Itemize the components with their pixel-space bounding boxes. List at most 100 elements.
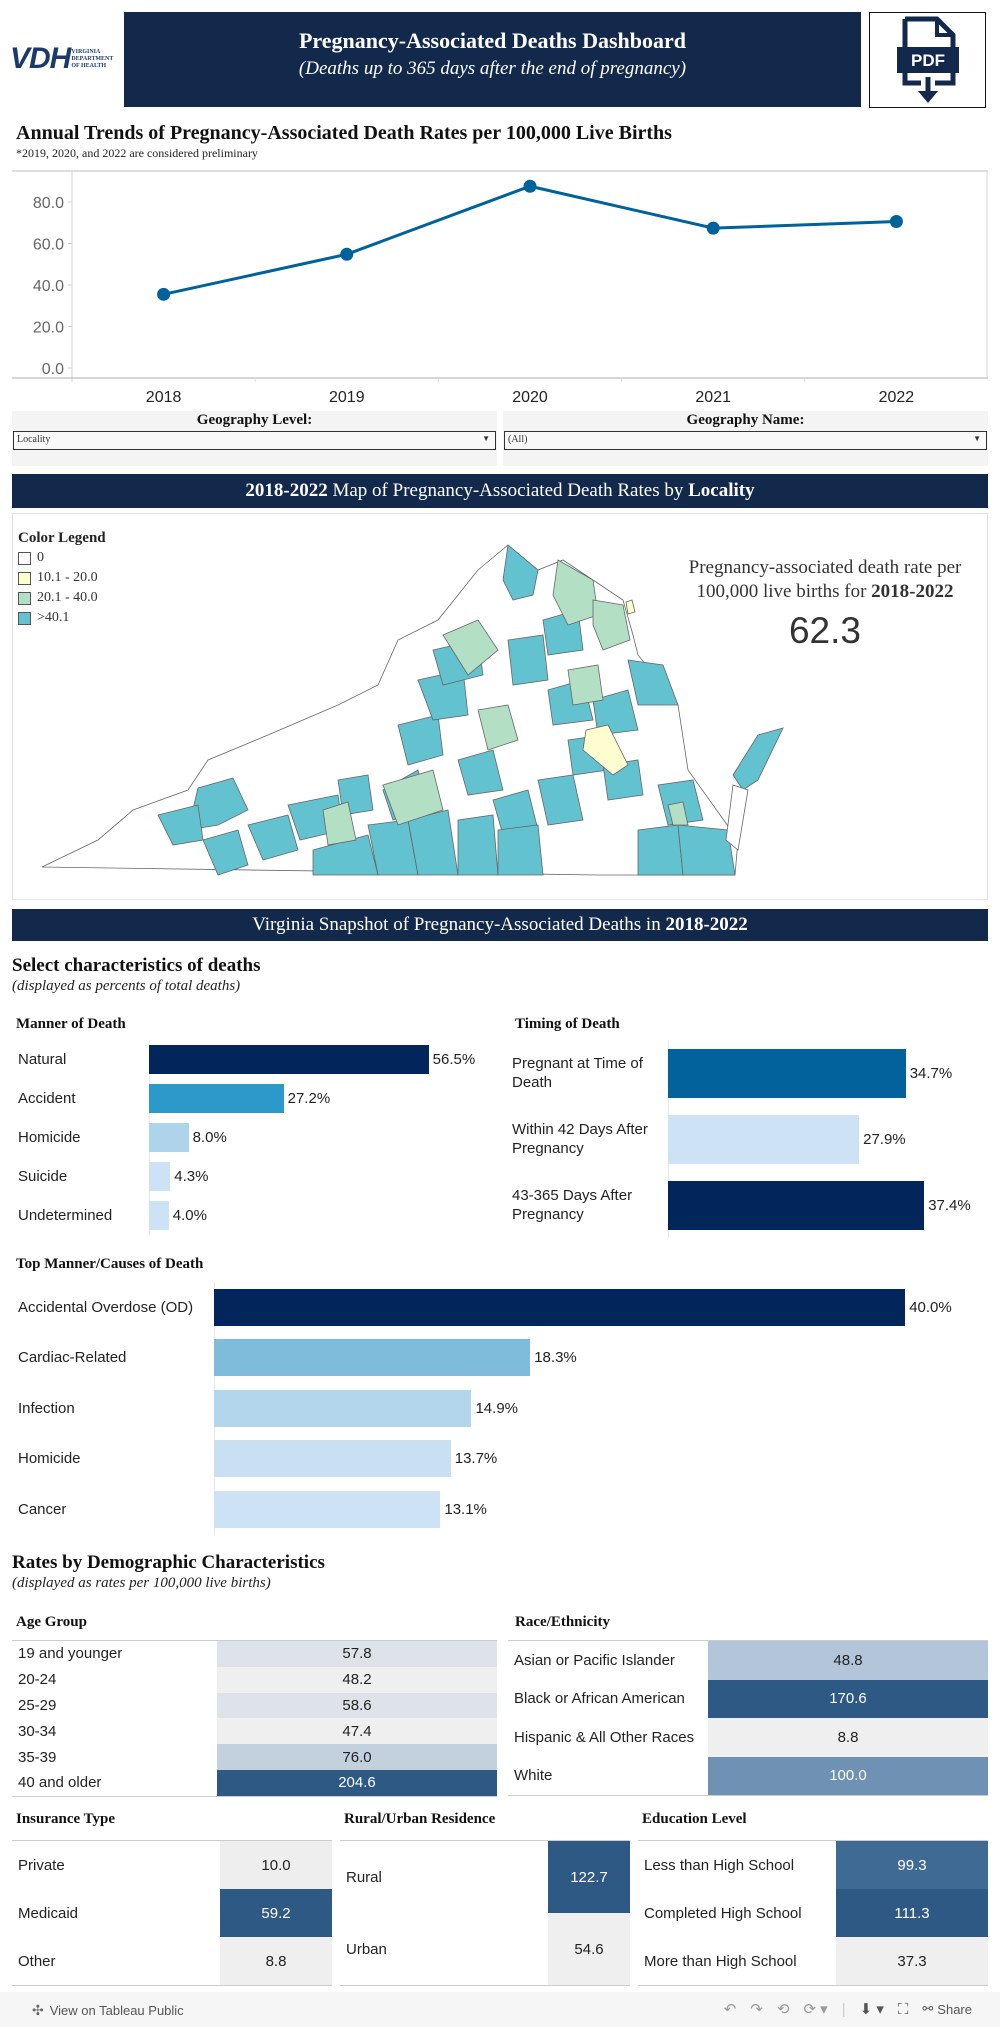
- statewide-rate-value: 62.3: [788, 610, 861, 651]
- share-button[interactable]: ⚯ Share: [922, 2001, 972, 2017]
- map-region[interactable]: [637, 824, 684, 876]
- bar-value-label: 13.7%: [454, 1450, 498, 1468]
- bar-category-label: Natural: [18, 1051, 67, 1068]
- data-point[interactable]: [706, 221, 720, 235]
- map-region[interactable]: [732, 727, 784, 791]
- data-point[interactable]: [889, 215, 903, 229]
- bar-category-label: Infection: [18, 1399, 75, 1417]
- view-on-tableau-label: View on Tableau Public: [49, 2003, 184, 2018]
- bar[interactable]: [149, 1162, 171, 1191]
- map-region[interactable]: [582, 724, 629, 776]
- map-region[interactable]: [507, 634, 549, 686]
- geography-name-dropdown[interactable]: (All) ▼: [504, 431, 987, 450]
- redo-icon[interactable]: ↷: [750, 2001, 763, 2018]
- map-region[interactable]: [667, 801, 689, 826]
- statewide-rate-label: Pregnancy-associated death rate per 100,…: [680, 556, 970, 604]
- data-point[interactable]: [340, 247, 354, 261]
- map-region[interactable]: [397, 714, 444, 766]
- row-value: 8.8: [708, 1718, 988, 1757]
- row-label: Less than High School: [644, 1856, 795, 1874]
- table-row: Urban 54.6: [340, 1913, 630, 1985]
- refresh-dropdown-icon[interactable]: ⟳ ▾: [803, 2001, 828, 2018]
- download-dropdown-icon[interactable]: ⬇ ▾: [859, 2001, 884, 2018]
- top-causes-chart: Accidental Overdose (OD) 40.0% Cardiac-Rel…: [12, 1282, 988, 1535]
- map-region[interactable]: [552, 559, 599, 626]
- statewide-rate-callout: Pregnancy-associated death rate per 100,…: [680, 556, 970, 652]
- row-label: Hispanic & All Other Races: [514, 1728, 695, 1746]
- x-tick-label: 2018: [146, 389, 182, 406]
- map-region[interactable]: [592, 689, 639, 736]
- bar-category-label: Accident: [18, 1090, 76, 1107]
- undo-icon[interactable]: ↶: [723, 2001, 737, 2018]
- map-region[interactable]: [202, 829, 249, 876]
- map-region[interactable]: [322, 801, 357, 846]
- row-value: 58.6: [217, 1692, 497, 1719]
- top-causes-title: Top Manner/Causes of Death: [16, 1256, 204, 1272]
- row-value: 37.3: [836, 1937, 988, 1985]
- map-region[interactable]: [625, 599, 636, 615]
- legend-item: >40.1: [18, 608, 106, 628]
- pdf-download-button[interactable]: PDF: [869, 12, 986, 108]
- x-tick-label: 2020: [512, 389, 548, 406]
- bar[interactable]: [214, 1490, 441, 1528]
- bar[interactable]: [214, 1339, 531, 1377]
- map-region[interactable]: [497, 824, 544, 876]
- row-label: 40 and older: [18, 1774, 102, 1792]
- map-region[interactable]: [382, 769, 444, 826]
- geography-level-dropdown[interactable]: Locality ▼: [13, 431, 496, 450]
- insurance-type-table: Private 10.0 Medicaid 59.2 Other 8.8: [12, 1840, 332, 1986]
- map-region[interactable]: [442, 619, 499, 676]
- map-region[interactable]: [457, 814, 499, 876]
- race-ethnicity-table: Asian or Pacific Islander 48.8 Black or Af…: [508, 1640, 988, 1796]
- bar-category-label: Homicide: [18, 1129, 81, 1146]
- row-value: 170.6: [708, 1679, 988, 1718]
- table-row: 25-29 58.6: [12, 1692, 497, 1719]
- bar-value-label: 34.7%: [909, 1064, 953, 1082]
- bar[interactable]: [214, 1389, 472, 1427]
- bar[interactable]: [668, 1114, 860, 1164]
- row-label: Asian or Pacific Islander: [514, 1651, 675, 1669]
- toolbar-divider: |: [841, 2000, 846, 2018]
- row-label: Other: [18, 1952, 56, 1970]
- geography-level-value: Locality: [17, 434, 51, 445]
- map-region[interactable]: [477, 704, 519, 751]
- row-label: 30-34: [18, 1722, 57, 1740]
- virginia-locality-map[interactable]: [38, 540, 808, 885]
- row-label: 35-39: [18, 1748, 57, 1766]
- bar-category-label: Accidental Overdose (OD): [18, 1298, 194, 1316]
- bar[interactable]: [668, 1048, 906, 1098]
- data-point[interactable]: [523, 179, 537, 193]
- bar-category-label: Pregnant at Time of Death: [512, 1055, 643, 1091]
- map-region[interactable]: [502, 544, 539, 601]
- map-region[interactable]: [592, 599, 631, 651]
- bar[interactable]: [149, 1045, 429, 1074]
- bar-category-label: Homicide: [18, 1450, 81, 1468]
- map-region[interactable]: [677, 824, 736, 876]
- y-tick-label: 20.0: [33, 320, 64, 337]
- bar[interactable]: [149, 1084, 284, 1113]
- revert-icon[interactable]: ⟲: [776, 2001, 790, 2018]
- logo-subtext: VIRGINIA DEPARTMENT OF HEALTH: [71, 49, 113, 70]
- row-value: 122.7: [548, 1841, 630, 1913]
- table-row: 19 and younger 57.8: [12, 1641, 497, 1667]
- map-region[interactable]: [725, 784, 749, 851]
- bar[interactable]: [214, 1288, 906, 1326]
- map-region[interactable]: [567, 664, 604, 706]
- bar[interactable]: [149, 1123, 189, 1152]
- map-region[interactable]: [457, 749, 504, 796]
- data-point[interactable]: [157, 287, 171, 301]
- map-region[interactable]: [627, 659, 679, 706]
- bar[interactable]: [214, 1440, 451, 1478]
- bar[interactable]: [668, 1180, 925, 1230]
- legend-swatch: [18, 591, 31, 605]
- table-row: White 100.0: [508, 1756, 988, 1795]
- map-header-level: Locality: [688, 480, 755, 501]
- view-on-tableau-link[interactable]: ✣ View on Tableau Public: [32, 2002, 184, 2019]
- map-region[interactable]: [247, 814, 299, 861]
- legend-swatch: [18, 551, 31, 565]
- bar[interactable]: [149, 1201, 169, 1230]
- row-value: 59.2: [220, 1889, 332, 1937]
- fullscreen-icon[interactable]: ⛶: [897, 2000, 909, 2018]
- chevron-down-icon: ▼: [482, 434, 490, 443]
- map-region[interactable]: [537, 774, 584, 826]
